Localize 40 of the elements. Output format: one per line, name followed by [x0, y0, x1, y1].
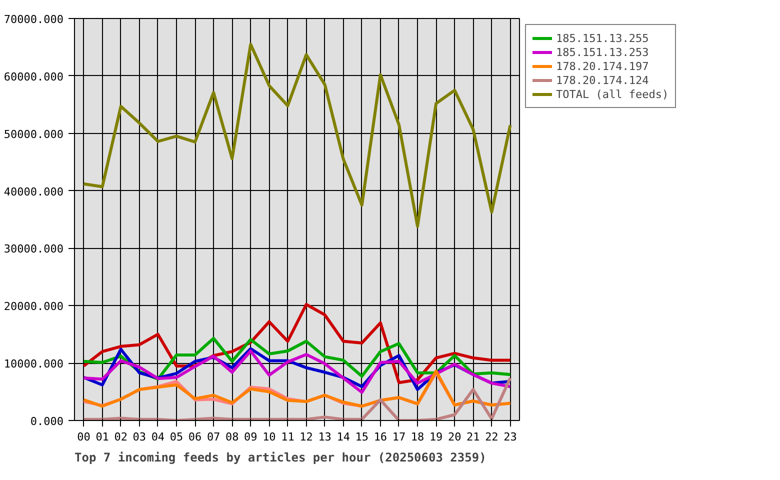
legend-label: 185.151.13.253	[556, 45, 649, 59]
legend-label: 178.20.174.124	[556, 73, 649, 87]
y-tick-label: 30000.000	[4, 242, 64, 256]
x-tick-label: 01	[96, 430, 109, 444]
x-tick-label: 23	[504, 430, 517, 444]
x-tick-label: 10	[262, 430, 276, 444]
line-series	[82, 42, 512, 228]
line-series	[82, 376, 512, 420]
x-tick-label: 06	[188, 430, 202, 444]
x-tick-label: 13	[318, 430, 332, 444]
x-tick-label: 22	[485, 430, 498, 444]
y-tick-label: 60000.000	[4, 70, 64, 84]
x-tick-label: 17	[392, 430, 406, 444]
y-tick-label: 70000.000	[4, 13, 64, 26]
x-tick-label: 02	[114, 430, 128, 444]
x-tick-label: 04	[151, 430, 165, 444]
x-tick-label: 12	[300, 430, 313, 444]
text: Top 7 incoming feeds by articles per hour (20250603 2359)	[74, 450, 486, 464]
x-tick-label: 07	[206, 430, 220, 444]
legend-label: TOTAL (all feeds)	[556, 87, 669, 101]
x-tick-label: 14	[336, 430, 350, 444]
y-tick-label: 50000.000	[4, 128, 64, 141]
y-tick-label: 20000.000	[4, 300, 64, 314]
x-tick-label: 19	[429, 430, 443, 444]
x-tick-label: 05	[170, 430, 184, 444]
x-tick-label: 16	[374, 430, 388, 444]
x-tick-label: 15	[355, 430, 369, 444]
x-tick-label: 08	[225, 430, 239, 444]
x-tick-label: 20	[448, 430, 462, 444]
x-tick-label: 11	[281, 430, 294, 444]
x-tick-label: 09	[244, 430, 258, 444]
legend-label: 178.20.174.197	[556, 59, 649, 73]
legend-label: 185.151.13.255	[556, 31, 649, 45]
y-tick-label: 10000.000	[4, 358, 64, 371]
y-tick-label: 0.000	[30, 415, 64, 428]
x-tick-label: 21	[466, 430, 480, 444]
x-tick-label: 18	[410, 430, 424, 444]
x-tick-label: 00	[77, 430, 90, 444]
y-tick-label: 40000.000	[4, 185, 64, 198]
x-tick-label: 03	[132, 430, 146, 444]
